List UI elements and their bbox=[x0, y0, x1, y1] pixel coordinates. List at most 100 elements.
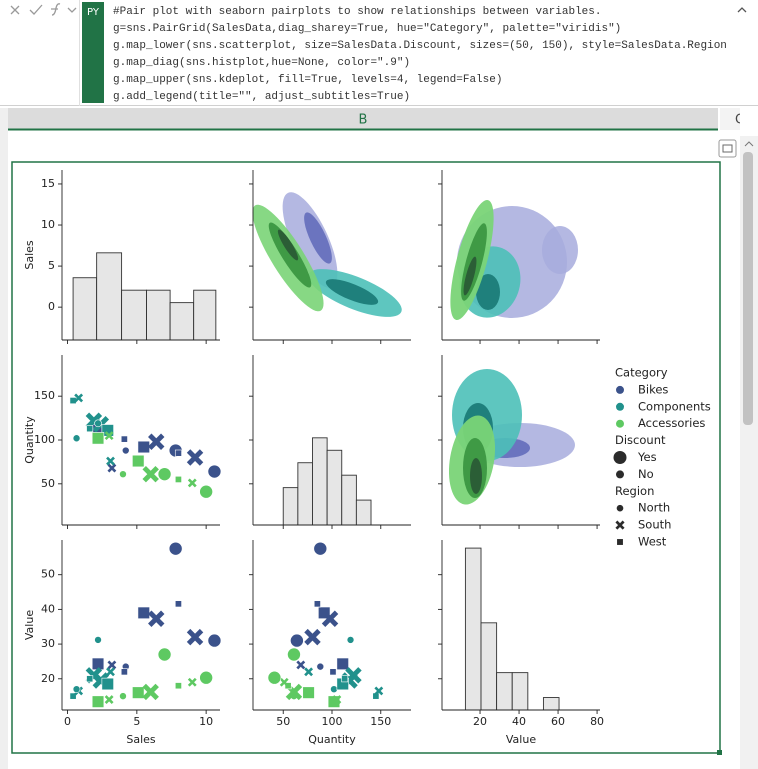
kde-contour bbox=[304, 212, 332, 264]
scatter-point bbox=[148, 433, 165, 450]
scatter-point bbox=[132, 686, 145, 699]
legend-label: Bikes bbox=[638, 382, 668, 396]
scatter-point bbox=[157, 647, 172, 662]
scatter-point bbox=[187, 677, 197, 687]
legend-marker bbox=[616, 470, 624, 479]
column-header[interactable] bbox=[8, 108, 718, 130]
y-tick-label: 150 bbox=[34, 389, 55, 402]
scatter-point bbox=[207, 464, 222, 479]
code-line: #Pair plot with seaborn pairplots to sho… bbox=[113, 6, 601, 18]
histogram-bar bbox=[542, 697, 560, 711]
y-tick-label: 10 bbox=[41, 218, 55, 231]
scatter-point bbox=[186, 628, 204, 646]
create-reference-icon[interactable] bbox=[718, 139, 737, 158]
histogram-bar bbox=[464, 547, 482, 711]
y-tick-label: 50 bbox=[41, 568, 55, 581]
histogram-bar bbox=[511, 672, 529, 711]
scatter-point bbox=[313, 541, 328, 556]
scatter-point bbox=[121, 446, 130, 455]
histogram-bar bbox=[326, 449, 343, 526]
scatter-point bbox=[199, 670, 213, 685]
formula-icons bbox=[10, 3, 77, 16]
scatter-point bbox=[74, 393, 84, 403]
cancel-icon[interactable] bbox=[10, 5, 20, 15]
legend-marker bbox=[616, 419, 624, 428]
y-tick-label: 15 bbox=[41, 177, 55, 190]
x-axis-label: Value bbox=[506, 733, 536, 746]
legend-title: Category bbox=[615, 366, 668, 380]
scatter-point bbox=[330, 685, 338, 693]
kde-contour bbox=[282, 192, 338, 288]
scatter-point bbox=[336, 657, 349, 671]
scatter-point bbox=[174, 682, 182, 690]
scroll-thumb[interactable] bbox=[743, 152, 753, 425]
enter-icon[interactable] bbox=[29, 4, 43, 15]
kde-contour bbox=[476, 274, 500, 310]
y-tick-label: 0 bbox=[48, 300, 55, 313]
scatter-point bbox=[91, 432, 105, 445]
column-letter: C bbox=[735, 113, 744, 128]
histogram-bar bbox=[121, 289, 147, 341]
scatter-point bbox=[101, 677, 114, 691]
histogram-bar bbox=[355, 499, 372, 526]
x-tick-label: 20 bbox=[473, 715, 487, 728]
y-tick-label: 5 bbox=[48, 259, 55, 272]
x-tick-label: 150 bbox=[370, 715, 391, 728]
icon-glyph bbox=[722, 144, 733, 153]
row-gutter bbox=[0, 108, 8, 769]
histogram-bar bbox=[282, 487, 299, 526]
scatter-point bbox=[302, 686, 315, 699]
scatter-point bbox=[284, 682, 292, 690]
scatter-point bbox=[332, 695, 342, 705]
scatter-point bbox=[137, 606, 150, 620]
histogram-bar bbox=[297, 462, 313, 526]
scatter-point bbox=[137, 440, 150, 454]
scatter-point bbox=[94, 636, 102, 644]
column-header[interactable] bbox=[720, 108, 740, 130]
legend-label: West bbox=[638, 535, 667, 549]
scatter-point bbox=[304, 628, 321, 646]
scatter-point bbox=[329, 668, 337, 676]
resize-handle[interactable] bbox=[717, 750, 722, 755]
kde-contour bbox=[277, 229, 299, 261]
legend-label: No bbox=[638, 467, 654, 481]
x-axis-label: Quantity bbox=[308, 733, 356, 746]
kde-contour bbox=[470, 458, 482, 494]
function-icon[interactable] bbox=[51, 3, 61, 16]
scatter-point bbox=[106, 456, 115, 466]
histogram-bar bbox=[496, 672, 513, 711]
x-tick-label: 80 bbox=[590, 715, 604, 728]
scatter-point bbox=[321, 610, 339, 627]
scatter-point bbox=[168, 541, 183, 556]
python-badge-label: PY bbox=[87, 7, 100, 18]
y-tick-label: 30 bbox=[41, 637, 55, 650]
y-tick-label: 40 bbox=[41, 602, 55, 615]
scatter-point bbox=[174, 600, 182, 608]
scatter-point bbox=[119, 692, 127, 700]
y-tick-label: 50 bbox=[41, 477, 55, 490]
scatter-point bbox=[287, 647, 301, 662]
legend-marker bbox=[616, 402, 624, 411]
scatter-point bbox=[316, 662, 325, 671]
legend-marker bbox=[616, 385, 624, 394]
scatter-point bbox=[313, 600, 321, 608]
histogram-bar bbox=[96, 252, 123, 341]
scatter-point bbox=[187, 478, 197, 488]
legend-title: Region bbox=[615, 484, 654, 498]
scatter-point bbox=[374, 686, 384, 696]
y-tick-label: 100 bbox=[34, 433, 55, 446]
scatter-point bbox=[142, 465, 159, 483]
legend-label: North bbox=[638, 501, 670, 515]
scatter-point bbox=[186, 449, 204, 466]
collapse-button[interactable] bbox=[737, 7, 747, 13]
scatter-point bbox=[86, 425, 94, 433]
kde-panel-sales-value bbox=[450, 199, 578, 321]
kde-contour bbox=[325, 279, 379, 305]
scatter-point bbox=[174, 475, 182, 483]
y-axis-label: Value bbox=[23, 610, 36, 640]
histogram-bar bbox=[480, 622, 498, 711]
scatter-point bbox=[290, 633, 304, 648]
dropdown-icon[interactable] bbox=[67, 7, 77, 13]
chart-frame[interactable] bbox=[11, 161, 721, 754]
scroll-up[interactable] bbox=[744, 141, 754, 147]
